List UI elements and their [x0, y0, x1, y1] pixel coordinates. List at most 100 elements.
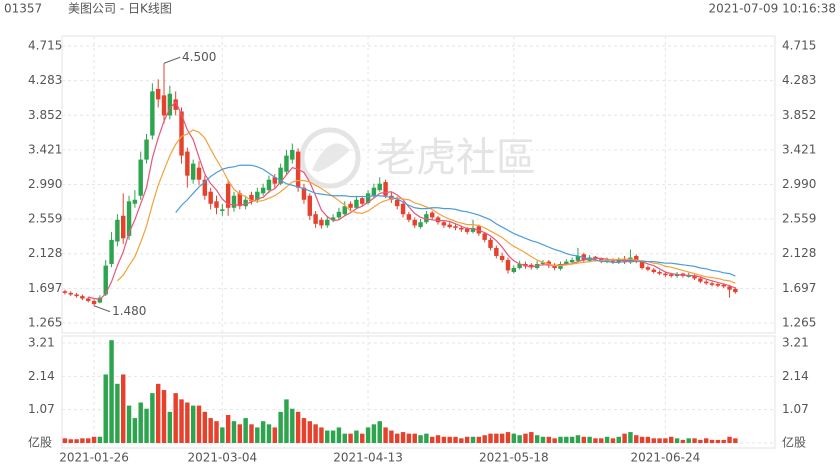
volume-bar — [715, 439, 721, 443]
candle-body — [429, 212, 435, 218]
candle-body — [406, 214, 412, 220]
volume-bar — [97, 436, 103, 443]
candle-body — [540, 262, 546, 264]
volume-bar — [249, 424, 254, 443]
extreme-label: 1.480 — [112, 304, 146, 318]
candle-body — [558, 263, 563, 269]
volume-bar — [435, 435, 441, 443]
volume-bar — [319, 427, 324, 443]
candle-body — [709, 283, 715, 285]
volume-bar — [523, 433, 528, 443]
candle-body — [494, 247, 499, 256]
volume-bar — [703, 438, 709, 443]
candle-body — [616, 259, 621, 263]
extreme-leader — [93, 305, 111, 313]
extreme-leader — [163, 56, 181, 64]
volume-bar — [575, 435, 581, 443]
volume-bar — [220, 427, 225, 443]
y-tick-label: 2.990 — [28, 177, 62, 191]
volume-bar — [406, 433, 412, 443]
candle-body — [62, 291, 68, 293]
volume-bar — [494, 433, 499, 443]
volume-bar — [680, 439, 686, 443]
volume-bar — [74, 439, 79, 443]
candle-body — [284, 155, 289, 172]
candle-body — [132, 199, 138, 204]
candle-body — [196, 167, 202, 180]
volume-bar — [424, 433, 429, 443]
volume-bar — [126, 405, 132, 443]
candle-body — [435, 217, 441, 223]
volume-bar — [540, 436, 546, 443]
volume-bar — [155, 383, 161, 443]
y-tick-label-right: 2.559 — [782, 212, 816, 226]
candle-body — [604, 259, 610, 262]
moving-average-line — [88, 100, 736, 300]
candle-body — [721, 284, 726, 287]
volume-bar — [196, 405, 202, 443]
volume-bar — [307, 421, 312, 443]
volume-bar — [470, 436, 476, 443]
candle-body — [260, 187, 266, 194]
candle-body — [733, 288, 738, 293]
volume-bar — [62, 438, 68, 443]
candle-body — [144, 139, 149, 160]
candle-body — [115, 219, 120, 242]
watermark-logo — [299, 127, 361, 189]
volume-panel — [61, 335, 776, 449]
volume-bar — [721, 439, 726, 443]
volume-bar — [488, 433, 493, 443]
volume-bar — [645, 436, 651, 443]
candle-body — [400, 203, 406, 215]
timestamp: 2021-07-09 10:16:38 — [709, 2, 836, 16]
volume-bar — [389, 430, 394, 443]
candle-body — [639, 261, 645, 269]
volume-bar — [610, 438, 616, 443]
candle-body — [155, 88, 161, 100]
candle-body — [330, 217, 336, 220]
candle-body — [610, 259, 616, 262]
volume-bar — [284, 399, 289, 443]
y-tick-label-right: 1.265 — [782, 316, 816, 330]
y-tick-label-right: 亿股 — [782, 435, 806, 450]
volume-bar — [534, 435, 540, 443]
volume-bar — [395, 433, 400, 443]
volume-bar — [325, 430, 330, 443]
candle-body — [91, 300, 97, 305]
volume-bar — [622, 433, 627, 443]
candle-body — [482, 233, 487, 240]
volume-bar — [348, 433, 353, 443]
volume-bar — [167, 411, 173, 443]
candle-body — [161, 95, 167, 116]
volume-bar — [447, 436, 452, 443]
volume-bar — [418, 435, 423, 443]
volume-bar — [429, 436, 435, 443]
candle-body — [360, 198, 365, 204]
candle-body — [249, 194, 254, 202]
volume-bar — [709, 439, 715, 443]
candle-body — [214, 201, 219, 208]
y-tick-label: 3.421 — [28, 142, 62, 156]
volume-bar — [301, 418, 307, 443]
candle-body — [412, 219, 417, 226]
volume-bar — [173, 393, 178, 443]
volume-bar — [441, 436, 447, 443]
candle-body — [511, 268, 517, 273]
volume-bar — [144, 408, 149, 443]
y-tick-label-right: 2.128 — [782, 246, 816, 260]
candle-body — [255, 191, 260, 200]
watermark-logo-mark — [312, 143, 350, 172]
candle-body — [126, 201, 132, 236]
y-tick-label: 2.559 — [28, 212, 62, 226]
y-tick-label: 1.07 — [28, 402, 55, 416]
candle-body — [505, 259, 511, 271]
candle-body — [278, 167, 283, 184]
candle-body — [698, 278, 703, 282]
volume-bar — [599, 438, 604, 443]
watermark: 老虎社區 — [299, 127, 536, 189]
volume-bar — [674, 438, 680, 443]
candle-body — [301, 187, 307, 200]
x-tick-label: 2021-05-18 — [479, 451, 549, 465]
